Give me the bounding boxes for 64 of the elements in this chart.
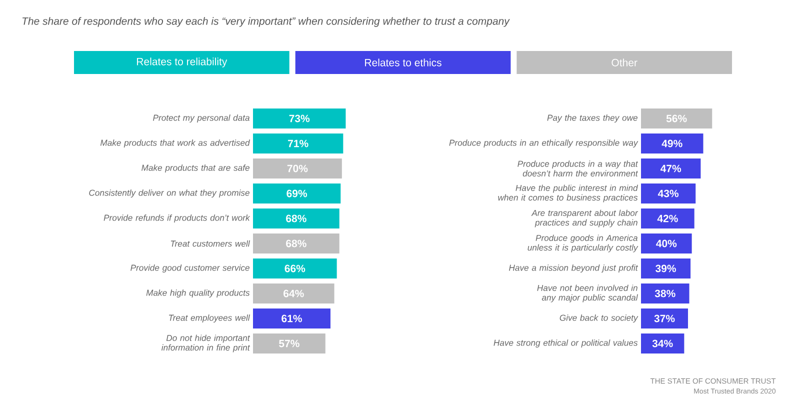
data-label: 37% xyxy=(654,314,675,322)
data-label: 47% xyxy=(660,164,682,172)
y-tick-label: Make products that work as advertised xyxy=(100,139,250,148)
data-label: 56% xyxy=(666,114,687,122)
y-tick-label: Consistently deliver on what they promise xyxy=(89,189,250,198)
y-tick-label: Produce products in an ethically responsible way xyxy=(449,139,638,148)
bar xyxy=(253,233,340,254)
bar xyxy=(641,284,690,304)
y-tick-label: Have a mission beyond just profit xyxy=(509,264,638,273)
bar xyxy=(253,284,334,304)
bar xyxy=(253,108,346,128)
data-label: 69% xyxy=(286,190,308,198)
data-label: 70% xyxy=(287,164,308,172)
bar xyxy=(641,134,704,154)
bar xyxy=(641,108,712,128)
y-tick-label: Are transparent about labor practices and supply chain xyxy=(531,210,638,228)
y-tick-label: Give back to society xyxy=(560,314,638,323)
y-tick-label: Provide good customer service xyxy=(130,264,250,273)
data-label: 68% xyxy=(286,214,306,222)
data-label: 61% xyxy=(282,314,302,322)
y-tick-label: Make products that are safe xyxy=(142,164,250,173)
data-label: 66% xyxy=(284,264,306,272)
text: Other xyxy=(612,58,638,66)
bar xyxy=(641,334,684,354)
data-label: 68% xyxy=(286,240,306,248)
data-label: 42% xyxy=(657,214,678,222)
y-tick-label: Produce products in a way that doesn’t harm the environment xyxy=(518,160,638,176)
data-label: 49% xyxy=(662,140,682,148)
y-tick-label: Provide refunds if products don’t work xyxy=(104,214,250,223)
bar xyxy=(641,233,692,254)
y-tick-label: Treat customers well xyxy=(170,240,250,247)
data-label: 43% xyxy=(658,190,679,198)
bar xyxy=(641,308,688,328)
bar xyxy=(253,334,326,354)
y-tick-label: Do not hide important information in fine print xyxy=(162,334,250,352)
y-tick-label: Pay the taxes they owe xyxy=(547,114,638,123)
chart-title: The share of respondents who say each is “very important” when considering whether to trust a company xyxy=(22,17,510,27)
bar xyxy=(253,184,341,204)
y-tick-label: Produce goods in America unless it is particularly costly xyxy=(528,234,638,252)
text: Relates to reliability xyxy=(137,58,228,68)
bar xyxy=(253,258,337,278)
y-tick-label: Protect my personal data xyxy=(153,114,250,123)
bar xyxy=(253,158,342,178)
y-tick-label: Have the public interest in mind when it comes to business practices xyxy=(498,184,638,202)
data-label: 39% xyxy=(656,264,676,272)
y-tick-label: Have strong ethical or political values xyxy=(494,339,638,348)
y-tick-label: Have not been involved in any major public scandal xyxy=(537,284,638,302)
y-tick-label: Make high quality products xyxy=(146,289,250,298)
data-label: 57% xyxy=(279,340,300,348)
text: Relates to ethics xyxy=(365,58,442,66)
data-label: 71% xyxy=(288,140,308,148)
bar xyxy=(641,258,691,278)
bar xyxy=(641,208,694,228)
bar xyxy=(253,134,344,154)
data-label: 34% xyxy=(652,340,673,348)
data-label: 40% xyxy=(656,240,677,248)
bar xyxy=(641,158,701,178)
data-label: 73% xyxy=(289,114,310,122)
bar xyxy=(253,308,330,328)
data-label: 64% xyxy=(284,290,304,298)
bar xyxy=(253,208,340,228)
y-tick-label: Treat employees well xyxy=(169,314,250,323)
data-label: 38% xyxy=(654,290,676,298)
bar xyxy=(641,184,696,204)
